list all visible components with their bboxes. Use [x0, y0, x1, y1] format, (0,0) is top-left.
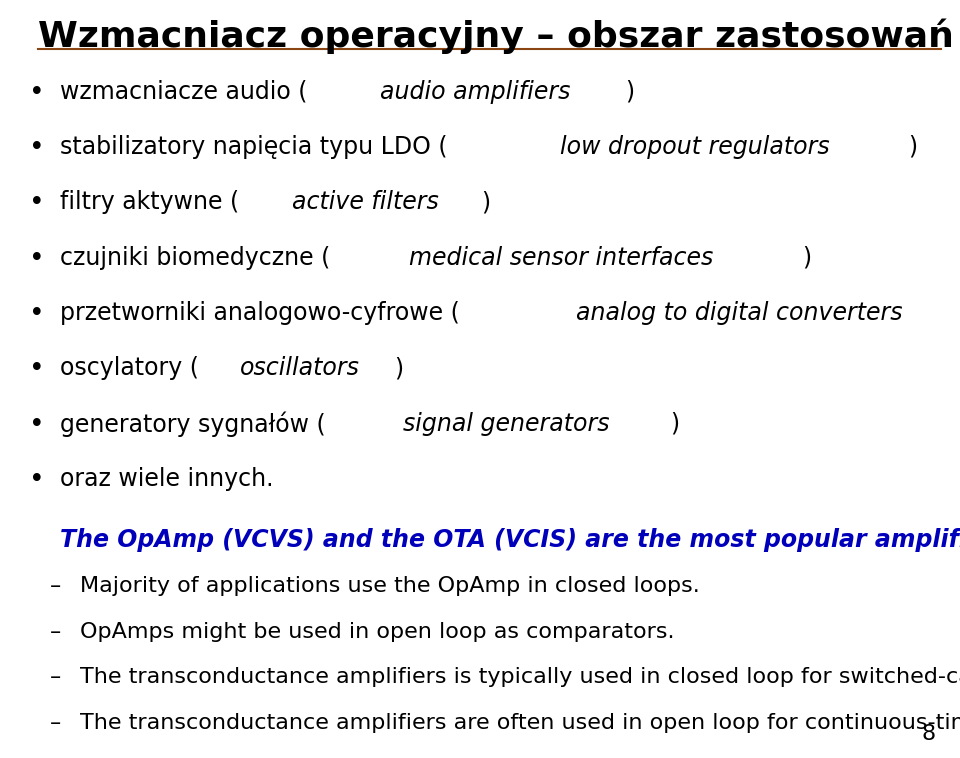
Text: oraz wiele innych.: oraz wiele innych.	[60, 467, 274, 491]
Text: ): )	[670, 412, 679, 436]
Text: ): )	[625, 80, 635, 104]
Text: •: •	[29, 467, 44, 493]
Text: The transconductance amplifiers is typically used in closed loop for switched-ca: The transconductance amplifiers is typic…	[80, 667, 960, 687]
Text: audio amplifiers: audio amplifiers	[379, 80, 570, 104]
Text: OpAmps might be used in open loop as comparators.: OpAmps might be used in open loop as com…	[80, 622, 674, 641]
Text: •: •	[29, 135, 44, 161]
Text: The OpAmp (VCVS) and the OTA (VCIS) are the most popular amplifiers.: The OpAmp (VCVS) and the OTA (VCIS) are …	[60, 528, 960, 553]
Text: medical sensor interfaces: medical sensor interfaces	[409, 246, 713, 270]
Text: •: •	[29, 412, 44, 437]
Text: active filters: active filters	[292, 190, 439, 215]
Text: filtry aktywne (: filtry aktywne (	[60, 190, 240, 215]
Text: generatory sygnałów (: generatory sygnałów (	[60, 412, 326, 437]
Text: signal generators: signal generators	[403, 412, 610, 436]
Text: •: •	[29, 190, 44, 216]
Text: Wzmacniacz operacyjny – obszar zastosowań: Wzmacniacz operacyjny – obszar zastosowa…	[38, 19, 954, 55]
Text: wzmacniacze audio (: wzmacniacze audio (	[60, 80, 308, 104]
Text: oscillators: oscillators	[240, 356, 360, 381]
Text: The transconductance amplifiers are often used in open loop for continuous-time : The transconductance amplifiers are ofte…	[80, 713, 960, 732]
Text: –: –	[50, 576, 61, 596]
Text: Majority of applications use the OpAmp in closed loops.: Majority of applications use the OpAmp i…	[80, 576, 700, 596]
Text: ): )	[395, 356, 403, 381]
Text: –: –	[50, 713, 61, 732]
Text: analog to digital converters: analog to digital converters	[576, 301, 902, 325]
Text: 8: 8	[922, 725, 936, 744]
Text: •: •	[29, 246, 44, 271]
Text: –: –	[50, 667, 61, 687]
Text: przetworniki analogowo-cyfrowe (: przetworniki analogowo-cyfrowe (	[60, 301, 460, 325]
Text: czujniki biomedyczne (: czujniki biomedyczne (	[60, 246, 331, 270]
Text: low dropout regulators: low dropout regulators	[561, 135, 830, 159]
Text: •: •	[29, 301, 44, 327]
Text: stabilizatory napięcia typu LDO (: stabilizatory napięcia typu LDO (	[60, 135, 448, 159]
Text: ): )	[481, 190, 491, 215]
Text: •: •	[29, 80, 44, 105]
Text: ): )	[908, 135, 918, 159]
Text: •: •	[29, 356, 44, 382]
Text: ): )	[802, 246, 811, 270]
Text: –: –	[50, 622, 61, 641]
Text: oscylatory (: oscylatory (	[60, 356, 200, 381]
